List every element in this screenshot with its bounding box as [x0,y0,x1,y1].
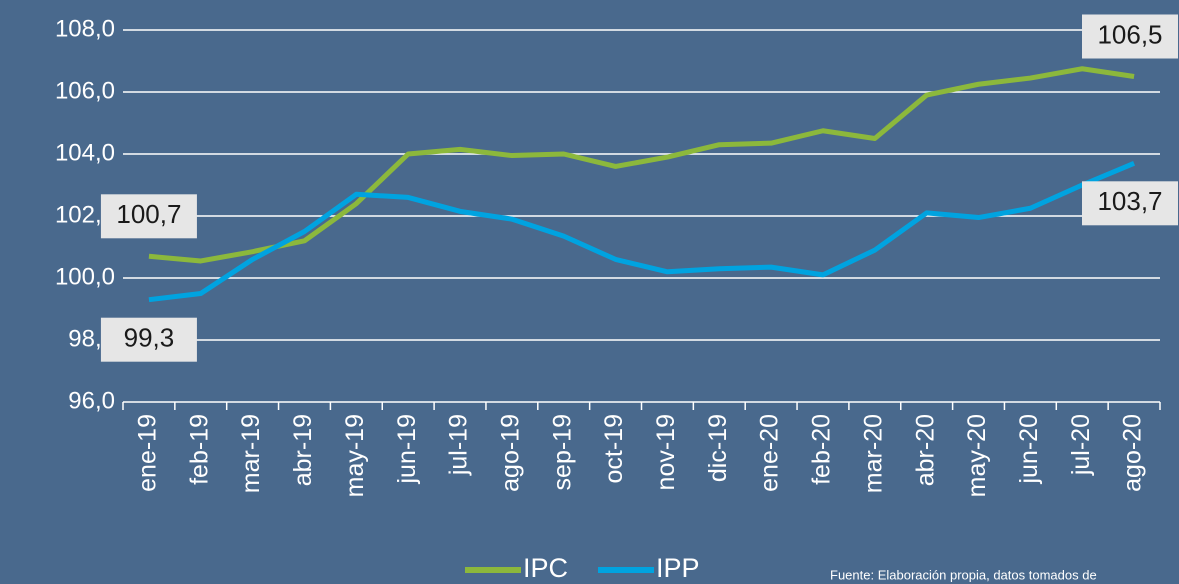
x-tick-label: sep-19 [548,414,576,490]
x-tick-label: ene-20 [756,414,784,492]
value-label: 103,7 [1097,186,1162,216]
value-label-box [100,194,197,239]
x-tick-label: jun-20 [1015,414,1043,485]
legend-label: IPP [656,553,700,583]
x-tick-label: jul-19 [445,414,473,476]
x-tick-label: feb-20 [808,414,836,485]
x-tick-label: ene-19 [134,414,162,492]
series-line [148,160,1136,303]
x-tick-label: ago-20 [1119,414,1147,492]
y-tick-label: 104,0 [55,139,115,166]
value-label: 100,7 [116,199,181,229]
series-line [148,66,1135,264]
x-tick-label: jul-20 [1067,414,1095,476]
value-label-box [100,317,197,362]
x-tick-label: oct-19 [600,414,628,483]
value-label-box [1082,14,1178,59]
x-tick-label: jun-19 [393,414,421,485]
x-tick-label: feb-19 [185,414,213,485]
source-note: Fuente: Elaboración propia, datos tomado… [830,567,1097,582]
value-label: 99,3 [124,323,175,353]
x-tick-label: mar-19 [237,414,265,493]
x-tick-label: dic-19 [704,414,732,482]
x-tick-label: mar-20 [859,414,887,493]
y-tick-label: 106,0 [55,77,115,104]
x-tick-label: ago-19 [496,414,524,492]
x-tick-label: abr-20 [911,414,939,486]
x-tick-label: may-19 [341,414,369,497]
y-tick-label: 108,0 [55,15,115,42]
x-tick-label: nov-19 [652,414,680,490]
x-tick-label: abr-19 [289,414,317,486]
value-label: 106,5 [1097,19,1162,49]
y-tick-label: 100,0 [55,263,115,290]
value-label-box [1082,181,1178,226]
x-tick-label: may-20 [963,414,991,497]
legend-label: IPC [523,553,568,583]
y-tick-label: 96,0 [68,387,115,414]
